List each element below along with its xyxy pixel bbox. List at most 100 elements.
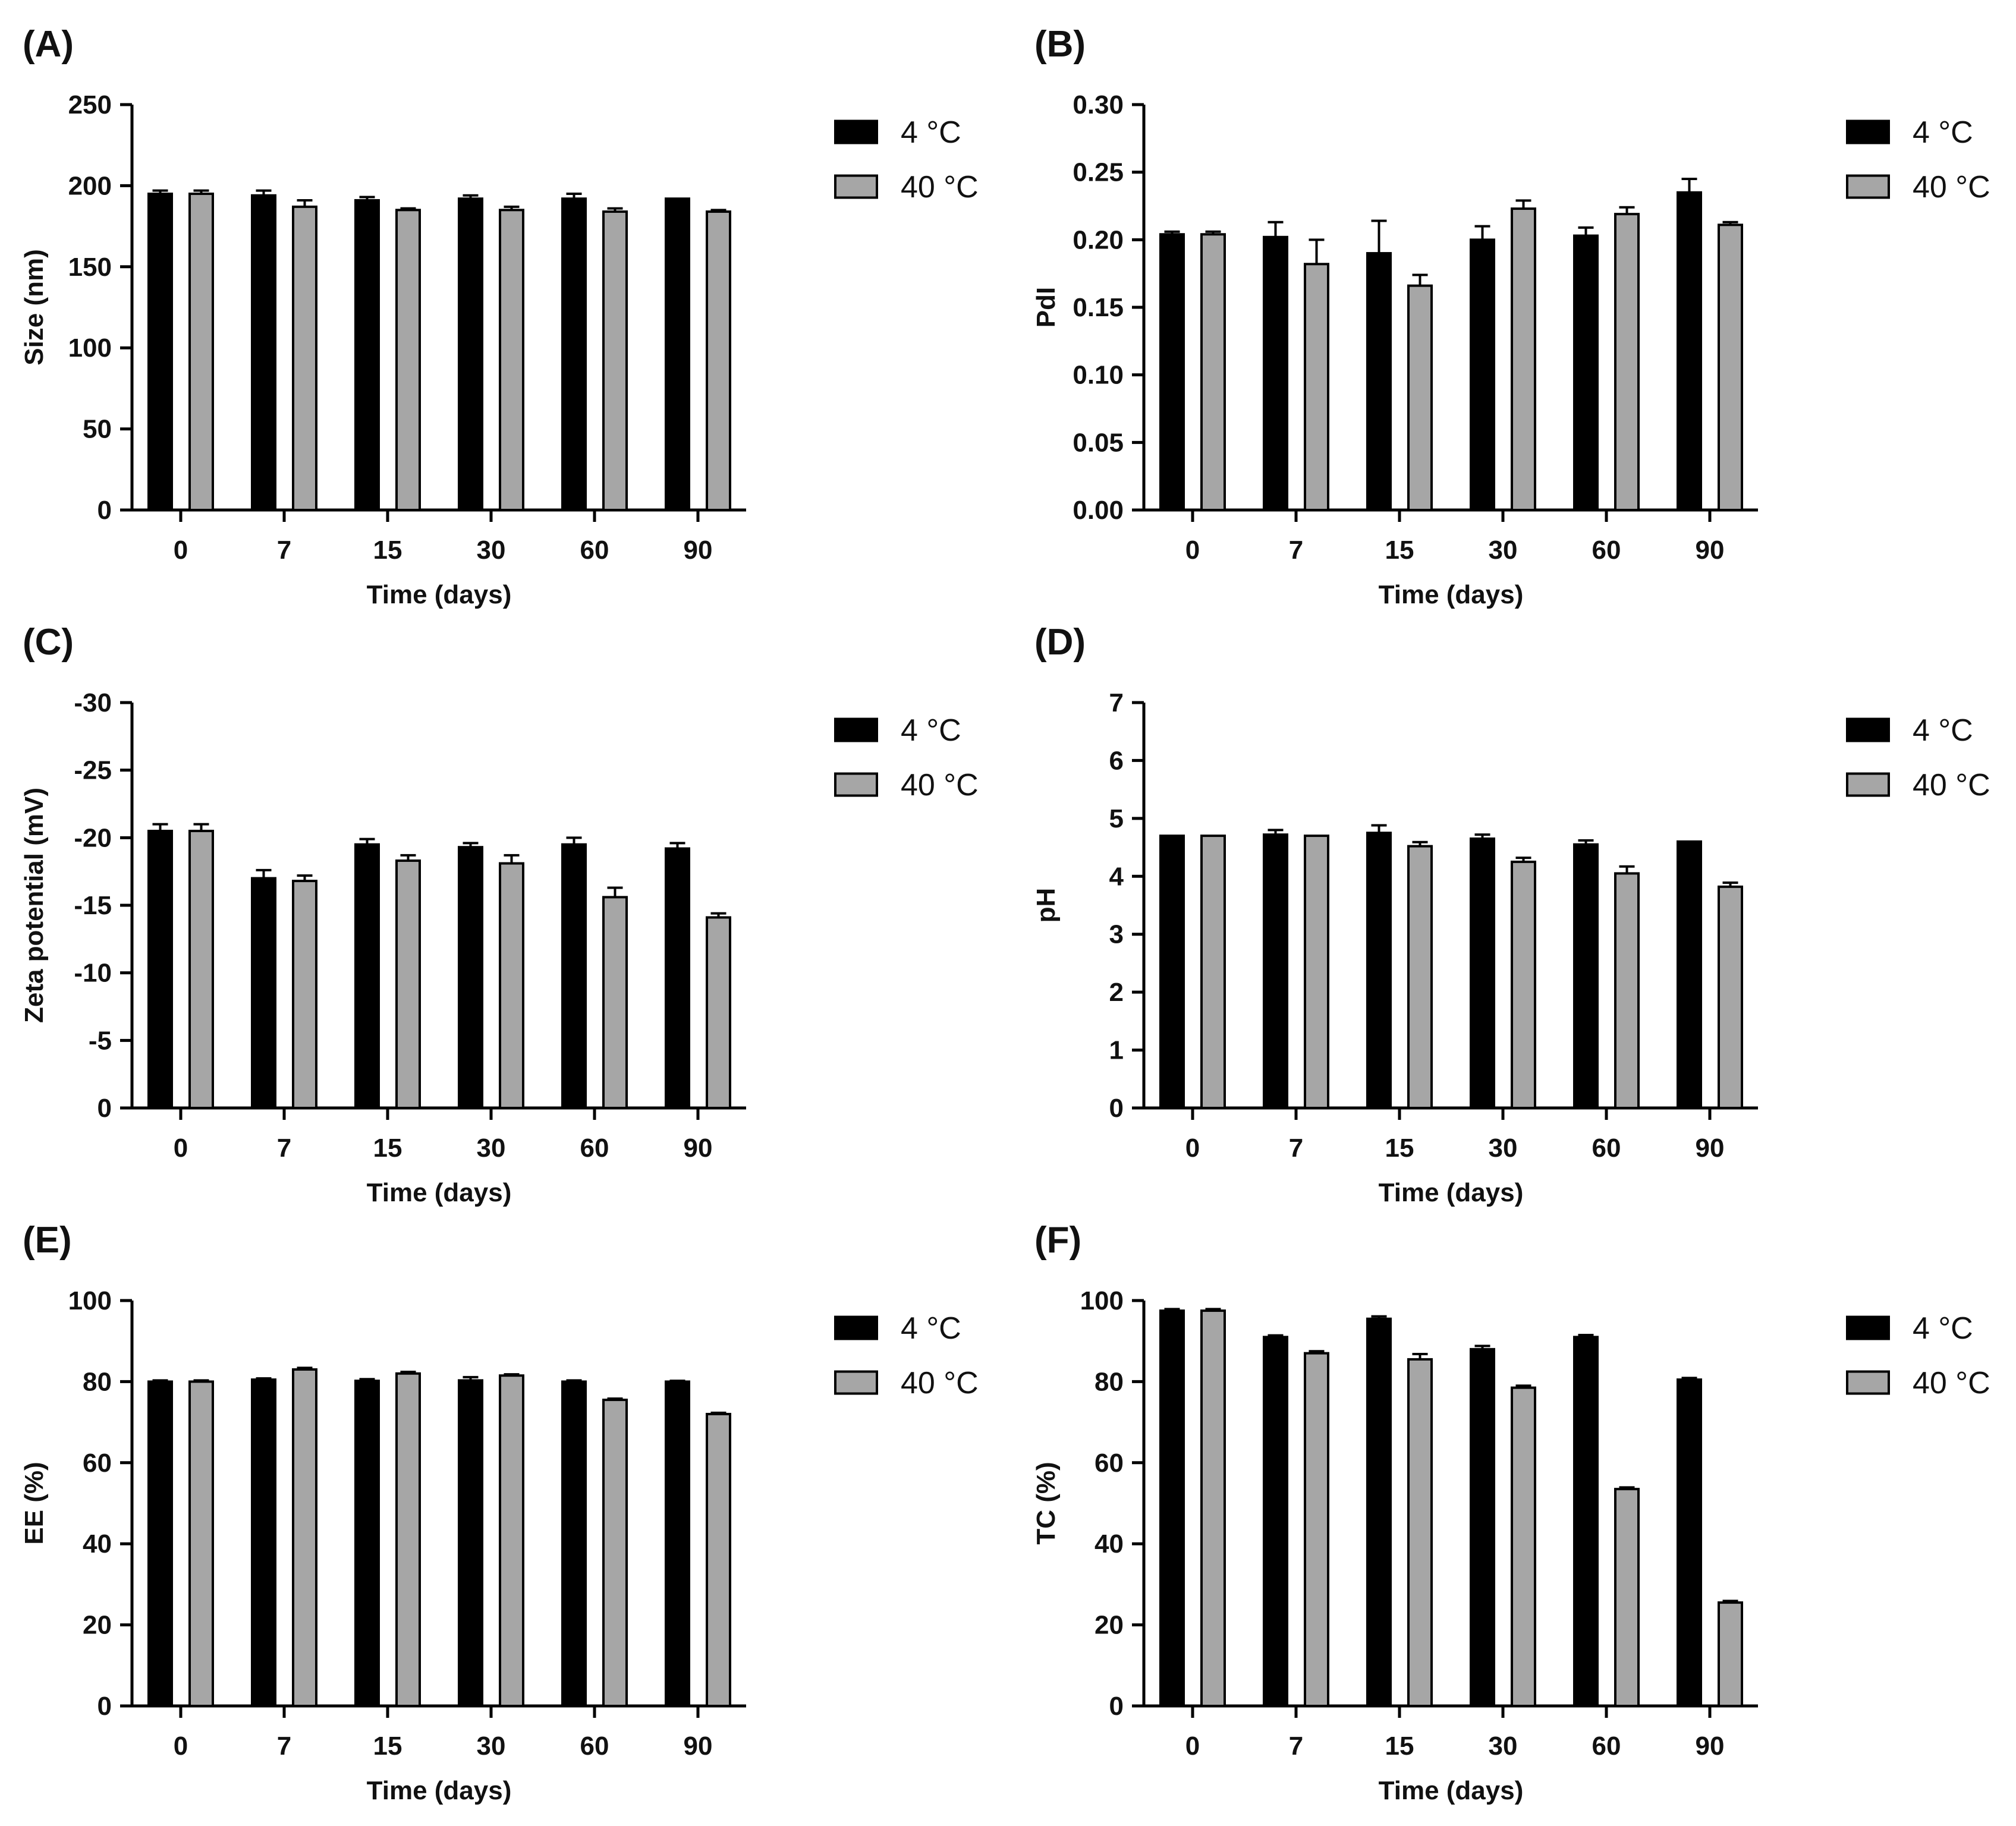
bar-4c-day-7	[251, 877, 276, 1109]
bar-4c-day-60	[561, 197, 587, 511]
y-tick-label: 0	[1109, 1094, 1124, 1123]
bar-40c-day-90	[706, 1412, 731, 1707]
legend: 4 °C 40 °C	[1846, 713, 1990, 802]
bar-40c-day-0	[1200, 1309, 1226, 1708]
bar-4c-day-0	[147, 1380, 173, 1707]
legend-swatch-40c	[834, 772, 878, 797]
bar-4c-day-0	[1159, 835, 1185, 1109]
bar-40c-day-30	[499, 862, 524, 1109]
x-tick-label: 15	[373, 536, 402, 565]
x-tick-label: 0	[174, 536, 188, 565]
legend: 4 °C 40 °C	[834, 713, 979, 802]
panel-label: (D)	[1034, 622, 1086, 663]
legend: 4 °C 40 °C	[1846, 1311, 1990, 1400]
legend-swatch-4c	[834, 1315, 878, 1340]
bar-4c-day-7	[251, 1378, 276, 1707]
y-tick-label: 0.15	[1073, 293, 1124, 322]
bar-4c-day-0	[1159, 1309, 1185, 1708]
y-tick-label: 100	[68, 333, 112, 363]
y-tick-label: 0.20	[1073, 225, 1124, 254]
bar-40c-day-30	[1511, 207, 1536, 511]
bar-4c-day-60	[1573, 234, 1599, 511]
bar-4c-day-15	[1366, 1317, 1392, 1707]
y-tick-label: 6	[1109, 746, 1124, 775]
bar-4c-day-90	[665, 847, 690, 1109]
y-tick-label: 50	[83, 415, 112, 444]
bar-40c-day-7	[292, 1368, 317, 1707]
legend-label-40c: 40 °C	[1913, 768, 1990, 802]
bar-40c-day-0	[188, 1380, 214, 1707]
y-tick-label: -20	[74, 823, 112, 852]
y-tick-label: 0	[98, 496, 112, 525]
y-tick-label: 0.25	[1073, 158, 1124, 187]
bar-40c-day-0	[188, 829, 214, 1109]
x-tick-label: 30	[1489, 1134, 1518, 1163]
y-tick-label: 60	[83, 1449, 112, 1478]
legend-swatch-40c	[1846, 174, 1890, 199]
x-tick-label: 7	[277, 1134, 291, 1163]
y-tick-label: -5	[89, 1026, 112, 1055]
legend-swatch-40c	[834, 174, 878, 199]
chart-panel-d: (D) 0 1 2 3 4 5 6 7 pH 0 7 15 30 60 90 Time (days) 4 °C 40…	[1031, 622, 1990, 1207]
x-axis-title: Time (days)	[1379, 580, 1524, 609]
panel-label: (A)	[23, 24, 74, 65]
x-axis-title: Time (days)	[367, 1178, 512, 1207]
y-tick-label: 7	[1109, 688, 1124, 717]
y-axis-title: TC (%)	[1031, 1462, 1061, 1544]
y-tick-label: 3	[1109, 920, 1124, 949]
x-tick-label: 30	[477, 1134, 506, 1163]
legend-swatch-4c	[834, 717, 878, 742]
bar-4c-day-30	[1470, 837, 1495, 1109]
bar-4c-day-90	[1677, 1378, 1702, 1707]
y-tick-label: 20	[83, 1611, 112, 1640]
bar-40c-day-30	[499, 209, 524, 511]
legend-swatch-4c	[834, 119, 878, 144]
y-tick-label: 60	[1095, 1449, 1124, 1478]
bar-4c-day-15	[354, 199, 380, 511]
y-axis-title: Zeta potential (mV)	[20, 788, 49, 1023]
bar-4c-day-30	[1470, 238, 1495, 511]
x-tick-label: 60	[580, 536, 609, 565]
x-tick-label: 90	[1696, 1134, 1725, 1163]
x-tick-label: 15	[373, 1731, 402, 1761]
y-tick-label: 0.10	[1073, 361, 1124, 390]
bar-4c-day-90	[665, 1380, 690, 1707]
y-tick-label: 100	[1080, 1286, 1124, 1315]
legend-label-4c: 4 °C	[1913, 1311, 1973, 1346]
y-axis-title: PdI	[1031, 287, 1061, 328]
y-tick-label: 0.30	[1073, 90, 1124, 119]
x-tick-label: 30	[1489, 536, 1518, 565]
bar-40c-day-90	[1718, 1601, 1743, 1708]
bar-4c-day-30	[1470, 1348, 1495, 1707]
bar-4c-day-30	[458, 846, 483, 1109]
bar-4c-day-60	[1573, 1336, 1599, 1707]
panel-label: (F)	[1034, 1220, 1081, 1261]
bar-40c-day-60	[602, 896, 628, 1109]
legend-label-40c: 40 °C	[901, 170, 979, 204]
bar-40c-day-90	[1718, 885, 1743, 1109]
x-tick-label: 90	[684, 1134, 713, 1163]
panel-label: (B)	[1034, 24, 1086, 65]
bar-40c-day-15	[1407, 845, 1433, 1109]
x-tick-label: 7	[1289, 1731, 1303, 1761]
x-tick-label: 15	[1385, 536, 1414, 565]
x-tick-label: 60	[580, 1134, 609, 1163]
y-tick-label: 250	[68, 90, 112, 119]
bar-4c-day-90	[665, 197, 690, 511]
bar-40c-day-90	[706, 210, 731, 511]
y-axis-title: Size (nm)	[20, 249, 49, 366]
y-tick-label: 2	[1109, 978, 1124, 1007]
bar-40c-day-30	[1511, 860, 1536, 1109]
bar-40c-day-7	[1304, 1352, 1329, 1708]
bar-4c-day-0	[1159, 233, 1185, 511]
y-tick-label: 80	[83, 1367, 112, 1396]
bar-4c-day-90	[1677, 191, 1702, 511]
x-tick-label: 0	[174, 1134, 188, 1163]
legend: 4 °C 40 °C	[834, 115, 979, 204]
y-tick-label: -25	[74, 756, 112, 785]
y-tick-label: -15	[74, 891, 112, 920]
bar-4c-day-7	[1263, 235, 1288, 511]
legend: 4 °C 40 °C	[834, 1311, 979, 1400]
legend-label-4c: 4 °C	[1913, 713, 1973, 748]
